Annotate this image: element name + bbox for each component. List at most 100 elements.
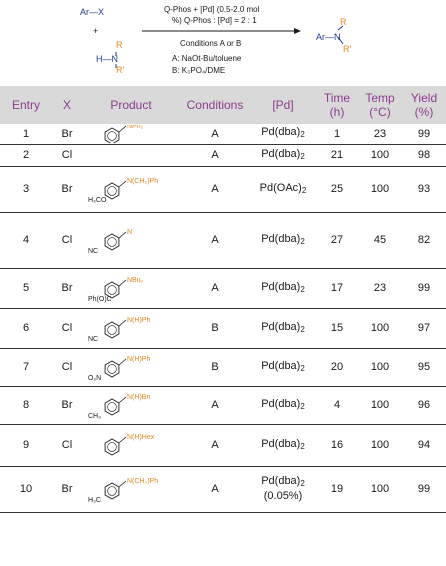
cell-time: 15 (316, 308, 358, 349)
cell-conditions: A (180, 386, 250, 425)
cell-entry: 7 (0, 348, 52, 387)
cell-temp: 23 (358, 268, 402, 309)
cell-time: 21 (316, 144, 358, 167)
cell-conditions: A (180, 268, 250, 309)
pd-subscript: 2 (300, 130, 305, 140)
table-row: 3 Br N(CH₂)Ph H₃CO A Pd(OAc)2 25 100 93 (0, 166, 446, 213)
cell-pd: Pd(dba)2 (250, 348, 316, 387)
product-structure-icon: N NC (88, 229, 132, 255)
cell-pd: Pd(dba)2 (0.05%) (250, 466, 316, 513)
reaction-arrow-head (294, 28, 301, 34)
pd-subscript: 2 (300, 479, 305, 488)
product-substituent-label: O₂N (88, 375, 101, 382)
results-table-wrap: Entry X Product Conditions [Pd] Time (h) … (0, 86, 446, 513)
cell-conditions: A (180, 144, 250, 167)
product-r: R (340, 17, 347, 27)
cell-entry: 4 (0, 212, 52, 269)
cell-yield: 97 (402, 308, 446, 349)
cell-entry: 6 (0, 308, 52, 349)
condition-a: A: NaOt-Bu/toluene (172, 54, 242, 63)
cell-product: N(CH₂)Ph H₃CO (82, 166, 180, 213)
table-row: 6 Cl N(H)Ph NC B Pd(dba)2 15 100 97 (0, 308, 446, 349)
cell-pd: Pd(dba)2 (250, 212, 316, 269)
cell-entry: 5 (0, 268, 52, 309)
cell-yield: 99 (402, 268, 446, 309)
product-structure-icon: N(H)Ph NC (88, 317, 150, 343)
product-amine-label: N(H)Bn (127, 394, 150, 401)
table-row: 8 Br N(H)Bn CH₃ A Pd(dba)2 4 100 96 (0, 386, 446, 425)
cell-product: N(H)Bn CH₃ (82, 386, 180, 425)
table-row: 7 Cl N(H)Ph O₂N B Pd(dba)2 20 100 95 (0, 348, 446, 387)
cell-x: Br (52, 466, 82, 513)
product-amine-label: N(CH₂)Ph (127, 478, 158, 485)
cell-temp: 45 (358, 212, 402, 269)
header-entry: Entry (11, 98, 40, 112)
header-pd: [Pd] (272, 98, 294, 112)
cell-yield: 94 (402, 424, 446, 467)
cell-entry: 9 (0, 424, 52, 467)
cell-x: Br (52, 386, 82, 425)
header-product: Product (110, 98, 152, 112)
product-structure-icon: N(H)Hex (104, 434, 155, 456)
pd-catalyst: Pd(OAc) (259, 181, 302, 194)
cell-x: Cl (52, 348, 82, 387)
pd-catalyst: Pd(dba) (261, 232, 301, 245)
pd-catalyst: Pd(dba) (261, 359, 301, 372)
product-substituent-label: H₃CO (88, 197, 107, 204)
cell-pd: Pd(dba)2 (250, 268, 316, 309)
reagents-line2: %) Q-Phos : [Pd] = 2 : 1 (172, 16, 257, 25)
cell-pd: Pd(dba)2 (250, 124, 316, 145)
pd-catalyst: Pd(dba) (261, 280, 301, 293)
cell-product: N(H)Ph O₂N (82, 348, 180, 387)
cell-entry: 8 (0, 386, 52, 425)
cell-x: Br (52, 124, 82, 145)
cell-time: 20 (316, 348, 358, 387)
pd-subscript: 2 (300, 236, 305, 246)
cell-temp: 100 (358, 466, 402, 513)
header-time-2: (h) (329, 105, 345, 119)
header-temp-2: (°C) (369, 105, 391, 119)
product-structure-icon: NPh₂ (104, 125, 144, 143)
aryl-halide: Ar—X (80, 7, 104, 17)
cell-x: Cl (52, 308, 82, 349)
cell-product: NBu₂ Ph(O)C (82, 268, 180, 309)
cell-conditions: A (180, 466, 250, 513)
header-time: Time (h) (316, 86, 358, 124)
cell-conditions: A (180, 212, 250, 269)
cell-x: Cl (52, 424, 82, 467)
cell-pd: Pd(dba)2 (250, 386, 316, 425)
pd-catalyst: Pd(dba) (261, 147, 301, 160)
product-bond-up (337, 25, 344, 31)
product-amine-label: N (127, 229, 132, 236)
cell-yield: 98 (402, 144, 446, 167)
table-row: 4 Cl N NC A Pd(dba)2 27 45 82 (0, 212, 446, 269)
cell-yield: 95 (402, 348, 446, 387)
cell-x: Cl (52, 212, 82, 269)
table-row: 10 Br N(CH₂)Ph H₃C A Pd(dba)2 (0.05%) 19 100 99 (0, 466, 446, 513)
cell-entry: 3 (0, 166, 52, 213)
reaction-scheme-svg: Ar—X + H—N R R' Q-Phos + [Pd] (0.5-2.0 m… (80, 5, 351, 75)
cell-x: Cl (52, 144, 82, 167)
product-substituent-label: H₃C (88, 497, 101, 504)
cell-entry: 1 (0, 124, 52, 145)
cell-yield: 99 (402, 466, 446, 513)
pd-subscript: 2 (300, 284, 305, 294)
cell-conditions: A (180, 424, 250, 467)
cell-time: 25 (316, 166, 358, 213)
reagents-line1: Q-Phos + [Pd] (0.5-2.0 mol (164, 5, 260, 14)
header-conditions: Conditions (186, 98, 244, 112)
product-structure-icon: NBu₂ Ph(O)C (88, 277, 144, 303)
header-yield-1: Yield (410, 91, 438, 105)
product-substituent-label: CH₃ (88, 413, 101, 420)
cell-time: 4 (316, 386, 358, 425)
pd-catalyst: Pd(dba) (261, 320, 301, 333)
product-substituent-label: Ph(O)C (88, 296, 112, 303)
cell-time: 17 (316, 268, 358, 309)
header-temp: Temp (°C) (358, 86, 402, 124)
cell-pd: Pd(OAc)2 (250, 166, 316, 213)
cell-pd: Pd(dba)2 (250, 424, 316, 467)
cell-time: 27 (316, 212, 358, 269)
pd-loading: (0.05%) (263, 490, 303, 502)
product-amine-label: NPh₂ (127, 125, 144, 130)
cell-time: 16 (316, 424, 358, 467)
